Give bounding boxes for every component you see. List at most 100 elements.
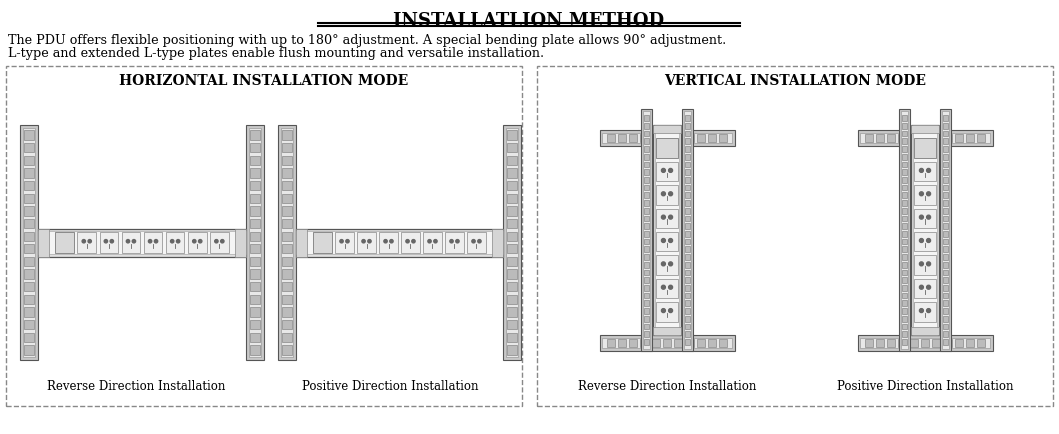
Circle shape <box>455 240 460 243</box>
Bar <box>697 339 705 347</box>
Bar <box>644 138 649 144</box>
Bar <box>943 239 949 244</box>
Bar <box>599 130 735 146</box>
Bar <box>283 181 291 191</box>
Bar <box>901 192 908 198</box>
Circle shape <box>919 168 923 172</box>
Bar <box>283 270 291 279</box>
Bar <box>901 131 908 136</box>
Bar <box>283 307 291 317</box>
Bar <box>910 134 918 142</box>
Bar <box>707 339 716 347</box>
Bar <box>283 345 291 355</box>
Circle shape <box>927 168 931 172</box>
Bar <box>675 339 682 347</box>
Circle shape <box>346 240 349 243</box>
Bar <box>507 219 517 228</box>
Bar <box>20 125 38 360</box>
Bar <box>629 134 638 142</box>
Bar <box>966 134 974 142</box>
Bar <box>424 232 442 253</box>
Bar <box>644 247 649 252</box>
Circle shape <box>215 240 218 243</box>
Circle shape <box>662 262 665 266</box>
Bar <box>507 244 517 253</box>
Bar <box>901 239 908 244</box>
Bar <box>644 185 649 191</box>
Bar <box>684 138 690 144</box>
Bar <box>663 339 671 347</box>
Bar <box>943 146 949 152</box>
Circle shape <box>662 192 665 196</box>
Bar <box>943 332 949 337</box>
Bar <box>24 206 34 216</box>
Bar <box>943 247 949 252</box>
Bar <box>943 223 949 229</box>
Bar <box>910 339 918 347</box>
Circle shape <box>927 262 931 266</box>
Bar <box>24 231 34 241</box>
Bar <box>24 143 34 152</box>
Bar <box>644 223 649 229</box>
Bar <box>977 339 985 347</box>
Bar <box>644 300 649 306</box>
Circle shape <box>668 285 672 289</box>
Bar <box>914 185 936 205</box>
Bar <box>911 327 939 335</box>
Bar <box>943 123 949 128</box>
Bar <box>943 154 949 160</box>
Circle shape <box>340 240 343 243</box>
Bar <box>943 216 949 221</box>
Bar <box>607 339 615 347</box>
Bar <box>914 255 936 275</box>
Bar <box>537 66 1053 406</box>
Bar <box>943 316 949 322</box>
Bar <box>940 109 951 351</box>
Bar <box>122 232 140 253</box>
Bar <box>250 244 259 253</box>
Bar <box>684 254 690 260</box>
Bar <box>617 339 626 347</box>
Bar <box>684 208 690 214</box>
Bar <box>901 223 908 229</box>
Bar <box>507 332 517 342</box>
Bar <box>901 285 908 291</box>
Bar <box>860 338 989 348</box>
Bar <box>250 345 259 355</box>
Bar <box>507 181 517 191</box>
Circle shape <box>919 285 923 289</box>
Circle shape <box>927 215 931 219</box>
Bar <box>901 339 908 345</box>
Bar <box>901 254 908 260</box>
Bar <box>24 332 34 342</box>
Bar <box>901 177 908 183</box>
Bar <box>644 285 649 291</box>
Bar <box>55 232 74 253</box>
Bar <box>697 134 705 142</box>
Bar <box>898 134 907 142</box>
Bar <box>901 216 908 221</box>
Bar <box>629 339 638 347</box>
Bar <box>467 232 486 253</box>
Bar <box>617 134 626 142</box>
Bar <box>943 231 949 237</box>
Bar <box>901 277 908 283</box>
Bar <box>250 181 259 191</box>
Circle shape <box>919 262 923 266</box>
Circle shape <box>927 239 931 243</box>
Bar <box>684 270 690 275</box>
Bar <box>100 232 119 253</box>
Bar <box>943 208 949 214</box>
Bar <box>283 332 291 342</box>
Bar <box>684 316 690 322</box>
Bar <box>943 339 949 345</box>
Bar <box>644 316 649 322</box>
Bar <box>507 168 517 178</box>
Bar <box>901 138 908 144</box>
Circle shape <box>919 239 923 243</box>
Bar <box>507 320 517 329</box>
Bar <box>641 134 649 142</box>
Bar <box>651 134 660 142</box>
Bar <box>684 169 690 175</box>
Bar <box>507 257 517 266</box>
